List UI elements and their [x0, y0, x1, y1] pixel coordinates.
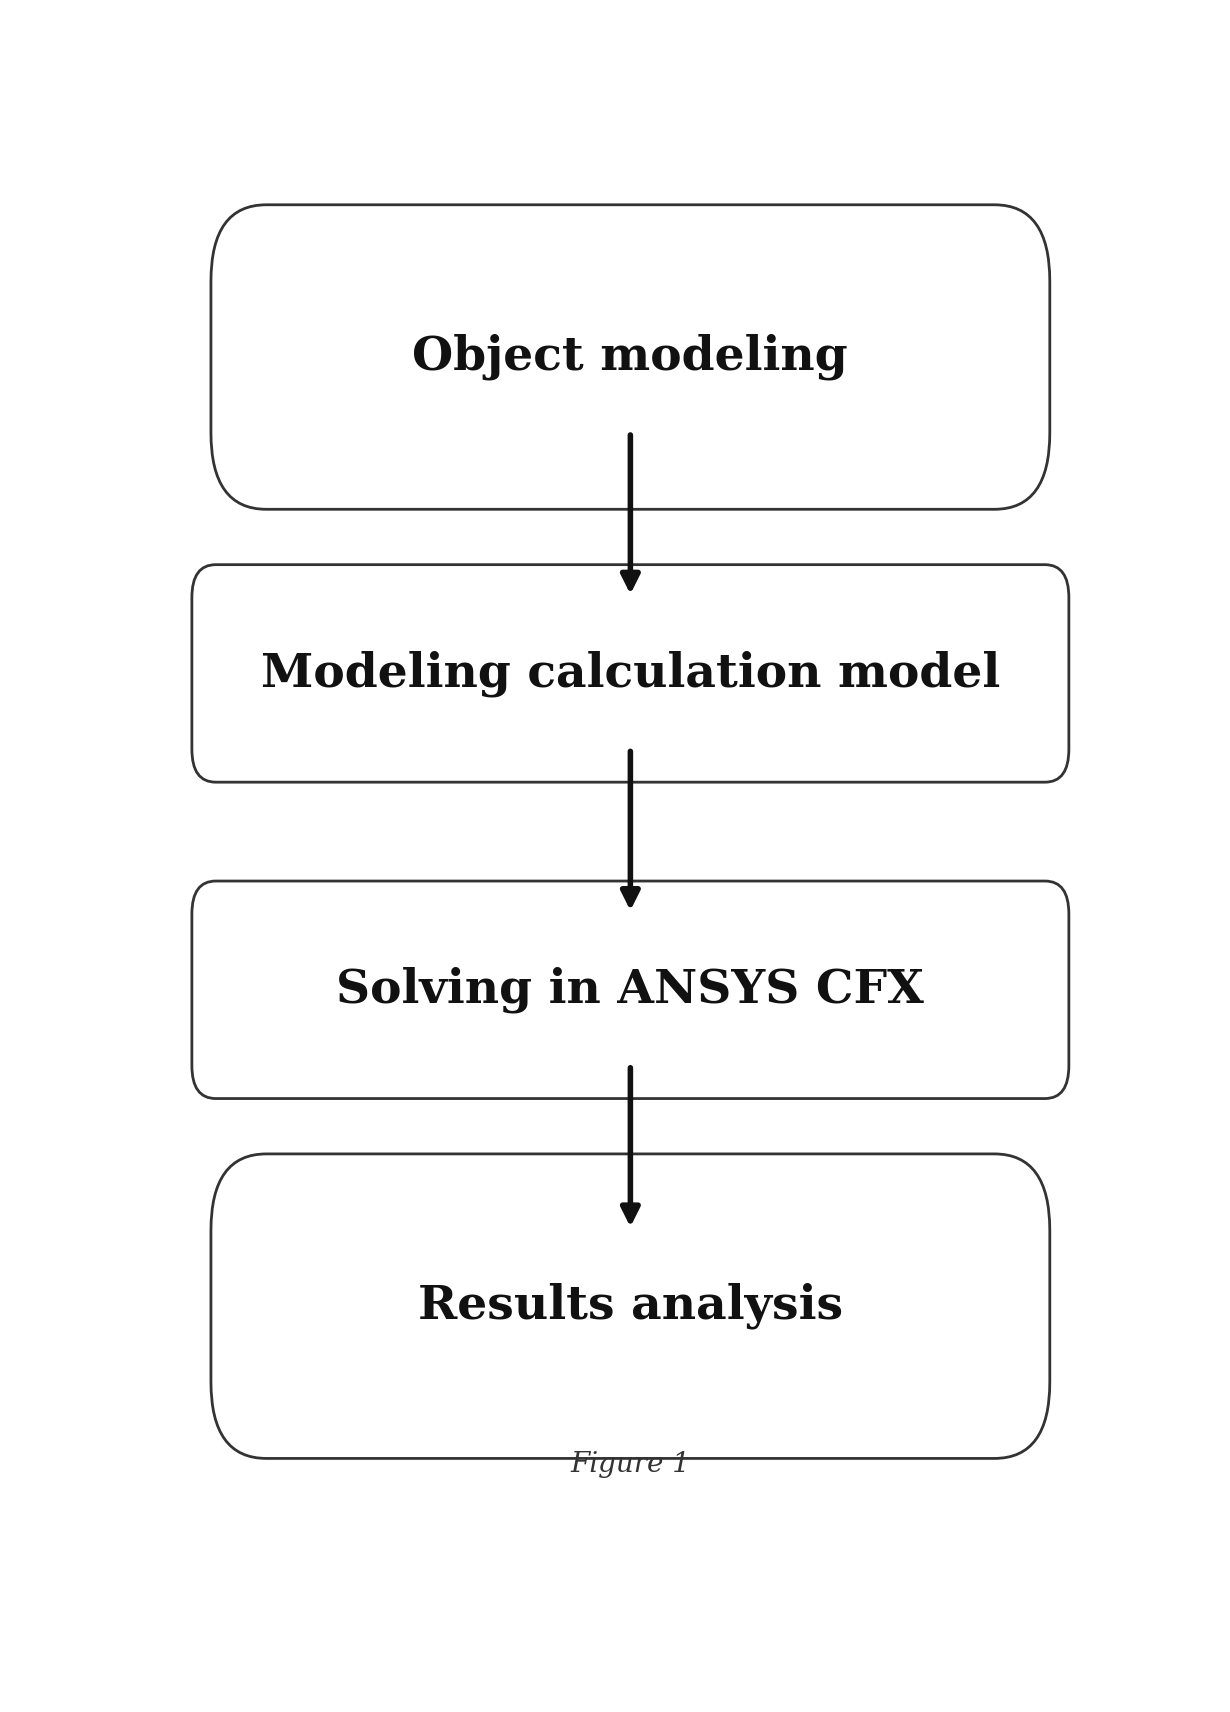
- Text: Figure 1: Figure 1: [571, 1450, 690, 1477]
- FancyBboxPatch shape: [192, 565, 1069, 782]
- Text: Solving in ANSYS CFX: Solving in ANSYS CFX: [337, 967, 924, 1014]
- FancyBboxPatch shape: [192, 882, 1069, 1099]
- Text: Results analysis: Results analysis: [418, 1282, 843, 1330]
- Text: Modeling calculation model: Modeling calculation model: [261, 651, 1000, 697]
- Text: Object modeling: Object modeling: [412, 334, 849, 380]
- FancyBboxPatch shape: [212, 1154, 1049, 1459]
- FancyBboxPatch shape: [212, 205, 1049, 508]
